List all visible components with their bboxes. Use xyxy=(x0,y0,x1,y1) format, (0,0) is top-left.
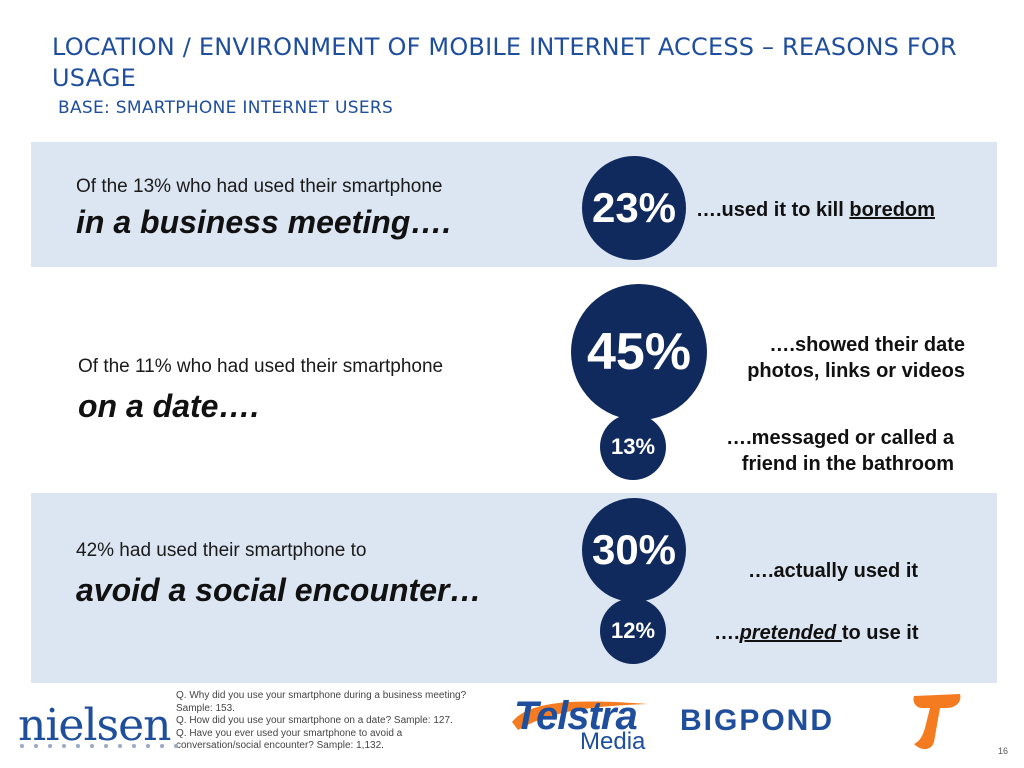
section-lead-date: Of the 11% who had used their smartphone xyxy=(78,356,444,377)
page-number: 16 xyxy=(998,746,1009,756)
stat-text-actually-used: ….actually used it xyxy=(748,560,919,582)
stat-text-part: to use it xyxy=(841,622,919,644)
telstra-t-icon xyxy=(913,694,961,750)
page-subtitle: BASE: SMARTPHONE INTERNET USERS xyxy=(58,98,394,118)
telstra-media-word: Media xyxy=(580,728,646,755)
stat-text-emphasis: boredom xyxy=(849,199,935,221)
stat-text-line: ….messaged or called a xyxy=(726,427,954,449)
page-title: LOCATION / ENVIRONMENT OF MOBILE INTERNE… xyxy=(52,33,957,92)
stat-text-date-photos: ….showed their date photos, links or vid… xyxy=(700,332,965,384)
footnote-line: Q. Why did you use your smartphone durin… xyxy=(176,690,467,701)
stat-text-line: friend in the bathroom xyxy=(741,453,954,475)
stat-text-emphasis: pretended xyxy=(739,622,842,644)
stat-text-part: …. xyxy=(714,622,740,644)
stat-circle-13: 13% xyxy=(600,414,666,480)
section-band-social-encounter xyxy=(31,493,997,683)
section-highlight-business-meeting: in a business meeting…. xyxy=(76,204,452,240)
section-highlight-social-encounter: avoid a social encounter… xyxy=(76,572,482,608)
stat-circle-30: 30% xyxy=(582,498,686,602)
bigpond-logo: BIGPOND xyxy=(680,704,835,737)
section-lead-social-encounter: 42% had used their smartphone to xyxy=(76,540,367,561)
footnote-line: conversation/social encounter? Sample: 1… xyxy=(176,740,384,751)
stat-text-part: ….used it to kill xyxy=(696,199,850,221)
footnote-line: Q. Have you ever used your smartphone to… xyxy=(176,727,403,739)
telstra-logo-word: Telstra xyxy=(514,694,638,738)
stat-circle-45: 45% xyxy=(571,284,707,420)
telstra-swoosh-icon xyxy=(512,701,648,730)
stat-circle-23: 23% xyxy=(582,156,686,260)
stat-text-line: ….showed their date xyxy=(769,334,965,356)
footnote-line: Sample: 153. xyxy=(176,702,235,714)
section-lead-business-meeting: Of the 13% who had used their smartphone xyxy=(76,176,443,197)
stat-circle-12: 12% xyxy=(600,598,666,664)
stat-text-boredom: ….used it to kill boredom xyxy=(696,197,935,223)
stat-text-bathroom: ….messaged or called a friend in the bat… xyxy=(690,425,954,477)
stat-text-pretended: ….pretended to use it xyxy=(714,620,918,646)
footnote: Q. Why did you use your smartphone durin… xyxy=(176,690,516,753)
nielsen-logo: nielsen xyxy=(18,700,171,751)
footnote-line: Q. How did you use your smartphone on a … xyxy=(176,715,453,726)
section-highlight-date: on a date…. xyxy=(78,388,260,424)
section-band-business-meeting xyxy=(31,142,997,267)
nielsen-dots xyxy=(20,744,178,748)
stat-text-line: photos, links or videos xyxy=(747,360,965,382)
